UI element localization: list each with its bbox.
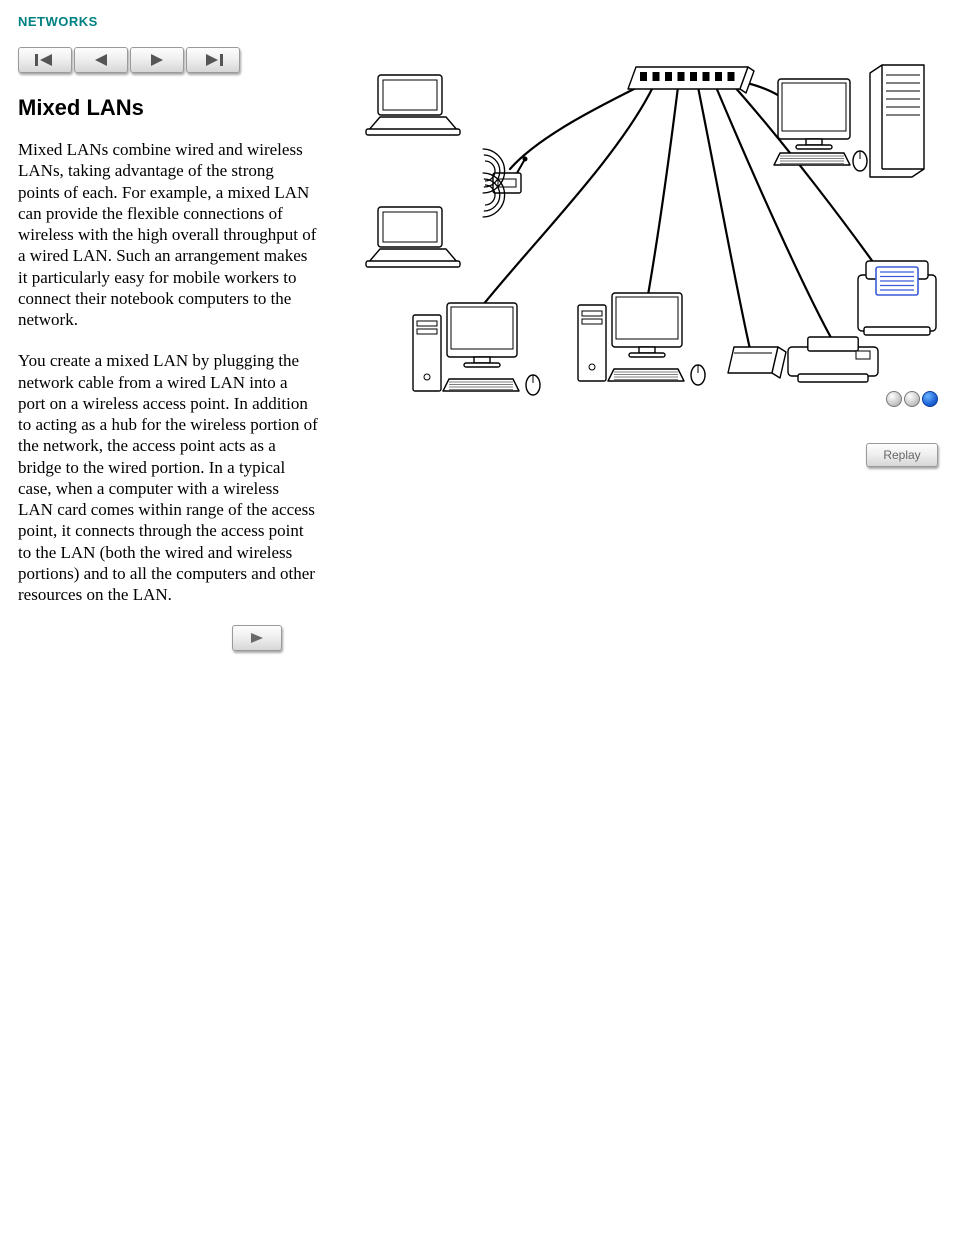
desktop-icon [578, 293, 705, 385]
desktop-icon [413, 303, 540, 395]
network-diagram [338, 47, 938, 407]
skip-forward-icon [202, 53, 224, 67]
laptop-icon [366, 207, 460, 267]
switch-icon [628, 67, 754, 93]
ext-drive-icon [728, 347, 786, 378]
text-column: Mixed LANs Mixed LANs combine wired and … [18, 47, 318, 651]
section-label: NETWORKS [18, 14, 936, 29]
nav-bar [18, 47, 318, 73]
nav-prev-button[interactable] [74, 47, 128, 73]
progress-dot [922, 391, 938, 407]
diagram-column: Replay [338, 47, 938, 407]
progress-dots [886, 391, 938, 407]
laptop-icon [366, 75, 460, 135]
arrow-left-icon [90, 53, 112, 67]
wireless-signal-icon [483, 149, 505, 217]
paragraph: Mixed LANs combine wired and wireless LA… [18, 139, 318, 330]
body-text: Mixed LANs combine wired and wireless LA… [18, 139, 318, 605]
progress-dot [904, 391, 920, 407]
nav-next-button[interactable] [130, 47, 184, 73]
printer-icon [788, 337, 878, 382]
nav-last-button[interactable] [186, 47, 240, 73]
arrow-right-icon [146, 53, 168, 67]
laser-printer-icon [858, 261, 936, 335]
paragraph: You create a mixed LAN by plugging the n… [18, 350, 318, 605]
tower-pc-icon [774, 65, 924, 177]
continue-button[interactable] [232, 625, 282, 651]
skip-back-icon [34, 53, 56, 67]
nav-first-button[interactable] [18, 47, 72, 73]
progress-dot [886, 391, 902, 407]
arrow-right-icon [248, 632, 266, 644]
replay-button[interactable]: Replay [866, 443, 938, 467]
page-title: Mixed LANs [18, 95, 318, 121]
